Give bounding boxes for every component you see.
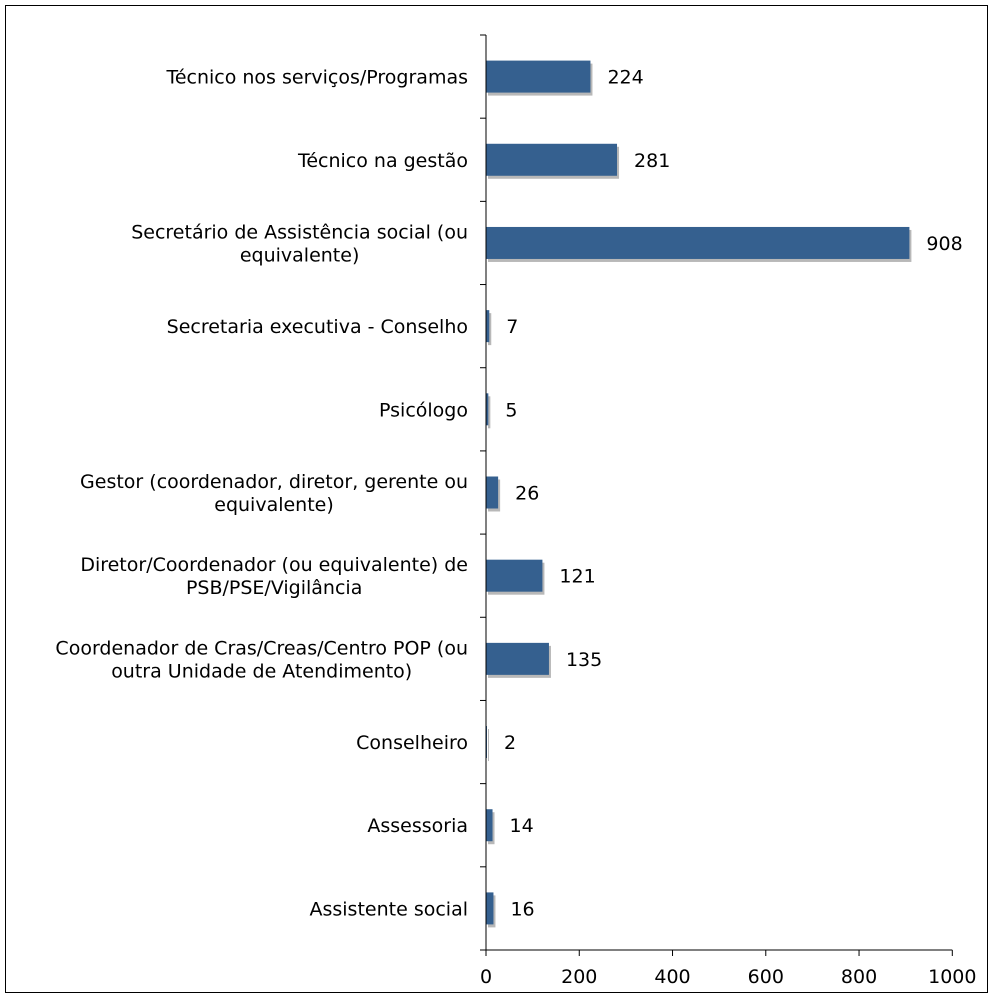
category-label-line: Secretaria executiva - Conselho	[167, 316, 468, 338]
category-label: Psicólogo	[379, 399, 468, 421]
x-tick-label: 200	[561, 966, 597, 988]
category-label: Assessoria	[367, 815, 468, 837]
category-label-line: Técnico na gestão	[297, 150, 468, 172]
x-tick-label: 0	[480, 966, 492, 988]
bar-value-label: 135	[566, 649, 602, 671]
category-label-line: Diretor/Coordenador (ou equivalente) de	[80, 554, 468, 576]
category-label-line: equivalente)	[214, 494, 334, 516]
bar-shadow	[488, 396, 491, 429]
category-label: Coordenador de Cras/Creas/Centro POP (ou…	[55, 637, 468, 682]
x-tick-label: 600	[748, 966, 784, 988]
bars-layer	[486, 60, 912, 928]
bar-value-label: 5	[505, 399, 517, 421]
bar	[486, 892, 494, 925]
bar	[486, 809, 493, 842]
bar-value-label: 26	[515, 483, 539, 505]
bar-value-label: 224	[607, 67, 643, 89]
bar-value-label: 908	[926, 233, 962, 255]
bar-value-label: 281	[634, 150, 670, 172]
category-label: Secretaria executiva - Conselho	[167, 316, 468, 338]
bar-value-label: 121	[559, 566, 595, 588]
bar-value-label: 16	[510, 898, 534, 920]
category-label-line: Coordenador de Cras/Creas/Centro POP (ou	[55, 637, 468, 659]
x-tick-label: 800	[841, 966, 877, 988]
bar	[486, 393, 489, 426]
bar-value-label: 14	[510, 815, 534, 837]
bar	[486, 60, 591, 93]
category-label: Técnico nos serviços/Programas	[165, 67, 468, 89]
bar-shadow	[488, 313, 492, 346]
category-label: Assistente social	[309, 898, 468, 920]
x-tick-label: 1000	[928, 966, 976, 988]
labels-layer: 0 200 400 600 800 1000 224 Técnico nos serviços…	[55, 67, 976, 988]
category-label: Técnico na gestão	[297, 150, 468, 172]
category-label-line: outra Unidade de Atendimento)	[111, 660, 412, 682]
category-label-line: Gestor (coordenador, diretor, gerente ou	[80, 471, 468, 493]
category-label: Gestor (coordenador, diretor, gerente ou…	[80, 471, 468, 516]
bar	[486, 476, 499, 509]
bar	[486, 559, 543, 592]
category-label-line: Assessoria	[367, 815, 468, 837]
bar-shadow	[488, 729, 489, 762]
category-label-line: equivalente)	[240, 244, 360, 266]
bar-value-label: 2	[504, 732, 516, 754]
x-tick-label: 400	[654, 966, 690, 988]
category-label: Secretário de Assistência social (ouequi…	[131, 221, 468, 266]
axis-layer	[480, 34, 953, 956]
category-label-line: Secretário de Assistência social (ou	[131, 221, 468, 243]
category-label-line: PSB/PSE/Vigilância	[186, 577, 362, 599]
bar	[486, 310, 490, 343]
bar	[486, 226, 910, 259]
category-label-line: Conselheiro	[356, 732, 468, 754]
category-label: Conselheiro	[356, 732, 468, 754]
bar	[486, 143, 618, 176]
category-label-line: Assistente social	[309, 898, 468, 920]
bar-value-label: 7	[506, 316, 518, 338]
bar	[486, 642, 549, 675]
category-label-line: Psicólogo	[379, 399, 468, 421]
category-label-line: Técnico nos serviços/Programas	[165, 67, 468, 89]
category-label: Diretor/Coordenador (ou equivalente) deP…	[80, 554, 468, 599]
